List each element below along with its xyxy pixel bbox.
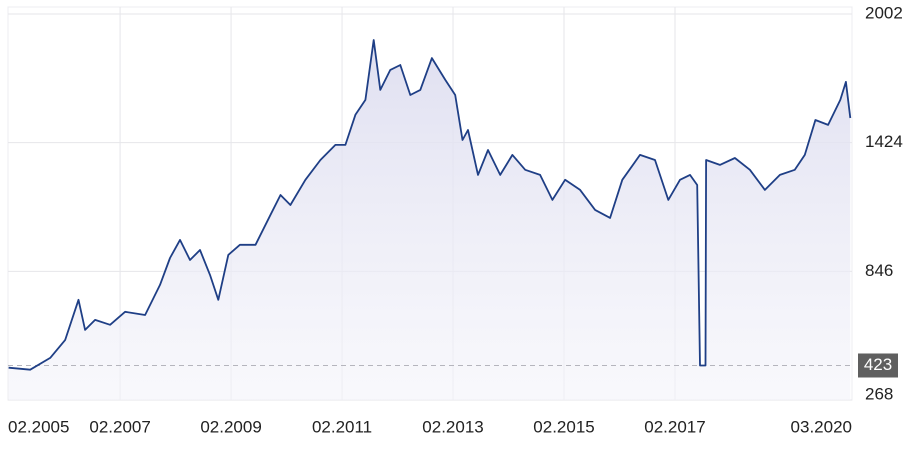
reference-label: 423 [864, 355, 892, 374]
x-tick-label: 02.2017 [644, 417, 705, 436]
y-tick-label: 846 [865, 261, 893, 280]
x-tick-label: 02.2013 [422, 417, 483, 436]
area-fill [8, 40, 851, 400]
x-tick-label: 02.2015 [533, 417, 594, 436]
x-tick-label: 02.2005 [8, 417, 69, 436]
x-tick-label: 02.2007 [89, 417, 150, 436]
x-tick-label: 02.2011 [312, 417, 372, 436]
y-tick-label: 1424 [865, 132, 903, 151]
x-tick-label: 02.2009 [200, 417, 261, 436]
y-tick-label: 268 [865, 384, 893, 403]
y-tick-label: 2002 [865, 3, 903, 22]
reference-badge [858, 353, 898, 378]
x-tick-label: 03.2020 [791, 417, 852, 436]
price-line [8, 39, 852, 371]
